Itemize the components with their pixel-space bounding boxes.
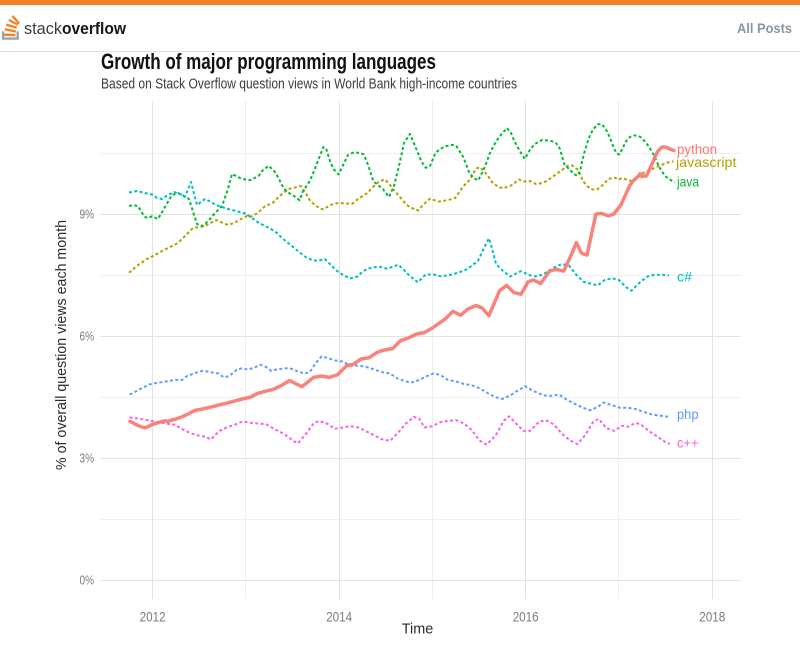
svg-text:9%: 9%	[80, 207, 95, 222]
svg-text:6%: 6%	[80, 329, 95, 344]
svg-text:3%: 3%	[80, 451, 95, 466]
svg-text:0%: 0%	[80, 573, 95, 588]
svg-text:Based on Stack Overflow questi: Based on Stack Overflow question views i…	[101, 76, 517, 93]
svg-text:c#: c#	[677, 269, 692, 285]
svg-text:php: php	[677, 406, 699, 422]
svg-text:java: java	[676, 174, 699, 190]
svg-text:overflow: overflow	[62, 19, 127, 38]
svg-text:javascript: javascript	[675, 154, 737, 170]
svg-text:2018: 2018	[699, 610, 725, 625]
svg-text:Growth of major programming la: Growth of major programming languages	[101, 49, 436, 74]
svg-text:python: python	[677, 141, 717, 157]
svg-text:2016: 2016	[513, 610, 539, 625]
svg-text:2012: 2012	[140, 610, 166, 625]
svg-text:% of overall question views ea: % of overall question views each month	[53, 220, 70, 470]
svg-text:All Posts: All Posts	[737, 20, 792, 36]
svg-text:c++: c++	[677, 435, 699, 451]
svg-text:2014: 2014	[326, 610, 352, 625]
svg-text:Time: Time	[402, 621, 434, 638]
svg-text:stack: stack	[24, 19, 62, 38]
